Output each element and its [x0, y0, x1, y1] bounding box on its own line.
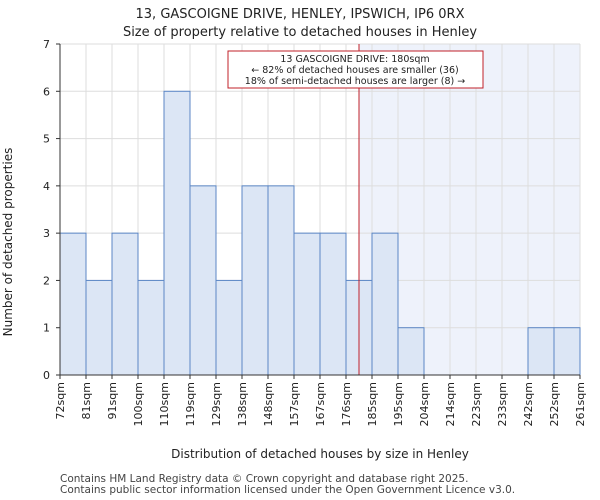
bar-195sqm — [397, 327, 425, 376]
annotation-box: 13 GASCOIGNE DRIVE: 180sqm ← 82% of deta… — [227, 50, 484, 89]
bar-185sqm — [371, 232, 399, 376]
bar-138sqm — [241, 185, 269, 376]
bar-72sqm — [59, 232, 87, 376]
y-tick-label: 0 — [43, 369, 50, 382]
x-tick-label: 185sqm — [366, 382, 379, 426]
footer-line-2: Contains public sector information licen… — [60, 484, 516, 496]
bar-157sqm — [293, 232, 321, 376]
bar-167sqm — [319, 232, 347, 376]
bar-129sqm — [215, 279, 243, 376]
x-tick-label: 242sqm — [522, 382, 535, 426]
chart-subtitle: Size of property relative to detached ho… — [122, 25, 478, 40]
x-tick-label: 119sqm — [184, 382, 197, 426]
x-tick-label: 91sqm — [106, 382, 119, 419]
bar-91sqm — [111, 232, 139, 376]
x-tick-label: 223sqm — [470, 382, 483, 426]
x-tick-label: 204sqm — [418, 382, 431, 426]
bar-252sqm — [553, 327, 581, 376]
annotation-rect — [227, 50, 484, 89]
x-tick-label: 195sqm — [392, 382, 405, 426]
x-tick-label: 129sqm — [210, 382, 223, 426]
y-tick-label: 5 — [43, 133, 50, 146]
bar-242sqm — [527, 327, 555, 376]
annotation-line-3: 18% of semi-detached houses are larger (… — [245, 76, 465, 87]
chart-title: 13, GASCOIGNE DRIVE, HENLEY, IPSWICH, IP… — [135, 7, 465, 22]
y-axis-label: Number of detached properties — [1, 148, 15, 337]
y-tick-label: 2 — [43, 274, 50, 287]
y-tick-label: 7 — [43, 38, 50, 51]
x-tick-label: 252sqm — [548, 382, 561, 426]
x-axis-label: Distribution of detached houses by size … — [171, 447, 469, 461]
x-tick-label: 148sqm — [262, 382, 275, 426]
x-tick-label: 157sqm — [288, 382, 301, 426]
bar-148sqm — [267, 185, 295, 376]
y-tick-label: 1 — [43, 322, 50, 335]
bar-119sqm — [189, 185, 217, 376]
x-tick-label: 110sqm — [158, 382, 171, 426]
annotation-line-2: ← 82% of detached houses are smaller (36… — [251, 65, 458, 76]
x-ticks: 72sqm 81sqm 91sqm 100sqm 110sqm 119sqm 129sqm 1… — [54, 375, 587, 426]
x-tick-label: 214sqm — [444, 382, 457, 426]
x-tick-label: 72sqm — [54, 382, 67, 419]
bars — [59, 90, 581, 376]
x-tick-label: 100sqm — [132, 382, 145, 426]
bar-100sqm — [137, 279, 165, 376]
bar-81sqm — [85, 279, 113, 376]
y-tick-label: 6 — [43, 85, 50, 98]
x-tick-label: 167sqm — [314, 382, 327, 426]
y-tick-label: 4 — [43, 180, 50, 193]
x-tick-label: 233sqm — [496, 382, 509, 426]
x-tick-label: 138sqm — [236, 382, 249, 426]
y-tick-label: 3 — [43, 227, 50, 240]
annotation-line-1: 13 GASCOIGNE DRIVE: 180sqm — [280, 54, 429, 65]
x-tick-label: 176sqm — [340, 382, 353, 426]
x-tick-label: 81sqm — [80, 382, 93, 419]
y-ticks: 0 1 2 3 4 5 6 7 — [43, 38, 60, 382]
footer-line-1: Contains HM Land Registry data © Crown c… — [60, 473, 469, 485]
bar-110sqm — [163, 90, 191, 376]
x-tick-label: 261sqm — [574, 382, 587, 426]
